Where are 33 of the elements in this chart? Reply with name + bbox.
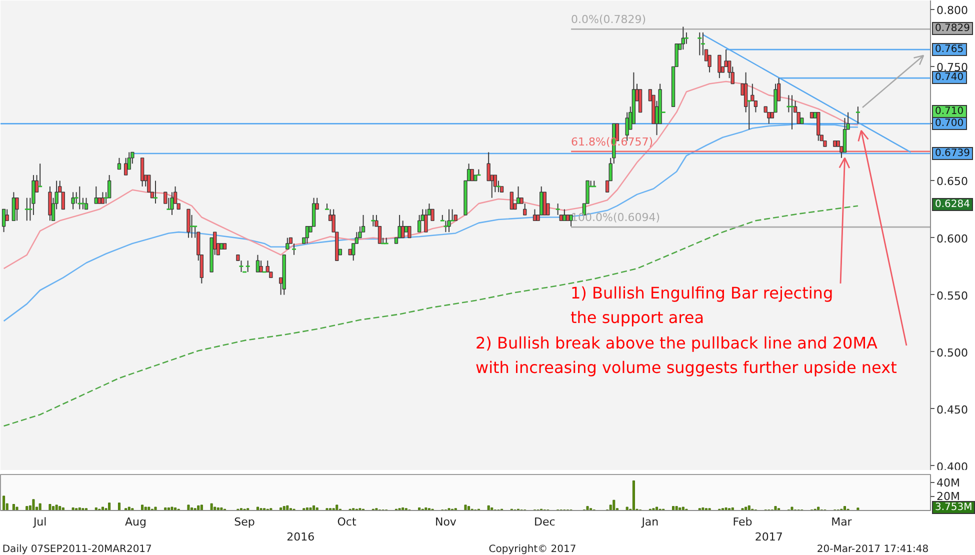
y-tick-label: 0.500 bbox=[936, 346, 968, 360]
y-tick-label: 40M bbox=[936, 476, 960, 490]
data-label: 0.6739 bbox=[932, 146, 973, 160]
annotation: 1) Bullish Engulfing Bar rejecting the support area bbox=[570, 284, 834, 328]
data-label: 0.700 bbox=[932, 116, 967, 130]
x-tick-label: Aug bbox=[124, 516, 146, 528]
data-label: 0.740 bbox=[932, 71, 967, 84]
y-tick-label: 0.650 bbox=[936, 175, 968, 188]
annotation: 3.753M bbox=[932, 500, 975, 514]
x-tick-label: Oct bbox=[337, 516, 357, 528]
data-label: 0.765 bbox=[932, 42, 967, 56]
y-tick-label: 0.800 bbox=[936, 4, 968, 18]
x-tick-label: Feb bbox=[732, 516, 752, 528]
text: 20-Mar-2017 17:41:48 bbox=[816, 544, 929, 555]
x2-tick-label: 2017 bbox=[754, 530, 783, 544]
data-label: 0.0%(0.7829) bbox=[571, 13, 646, 26]
x-tick-label: Jan bbox=[640, 516, 659, 528]
text: Daily 07SEP2011-20MAR2017 bbox=[2, 544, 152, 555]
x-tick-label: Jul bbox=[32, 516, 47, 528]
y-tick-label: 0.600 bbox=[936, 232, 968, 246]
x-tick-label: Dec bbox=[534, 516, 556, 528]
text: Copyright© 2017 bbox=[488, 544, 576, 555]
x2-tick-label: 2016 bbox=[286, 530, 315, 544]
annotation: 0.710 bbox=[932, 105, 967, 118]
x-tick-label: Nov bbox=[434, 516, 457, 528]
annotation: 0.6284 bbox=[932, 198, 973, 212]
x-tick-label: Sep bbox=[234, 516, 255, 528]
annotation: 2) Bullish break above the pullback line and 20MA with increasing volume suggests further upside next bbox=[476, 334, 897, 378]
y-tick-label: 0.550 bbox=[936, 289, 968, 302]
y-tick-label: 20M bbox=[936, 490, 960, 504]
data-label: 0.7829 bbox=[932, 22, 973, 36]
x-tick-label: Mar bbox=[831, 516, 852, 528]
y-tick-label: 0.450 bbox=[936, 403, 968, 416]
